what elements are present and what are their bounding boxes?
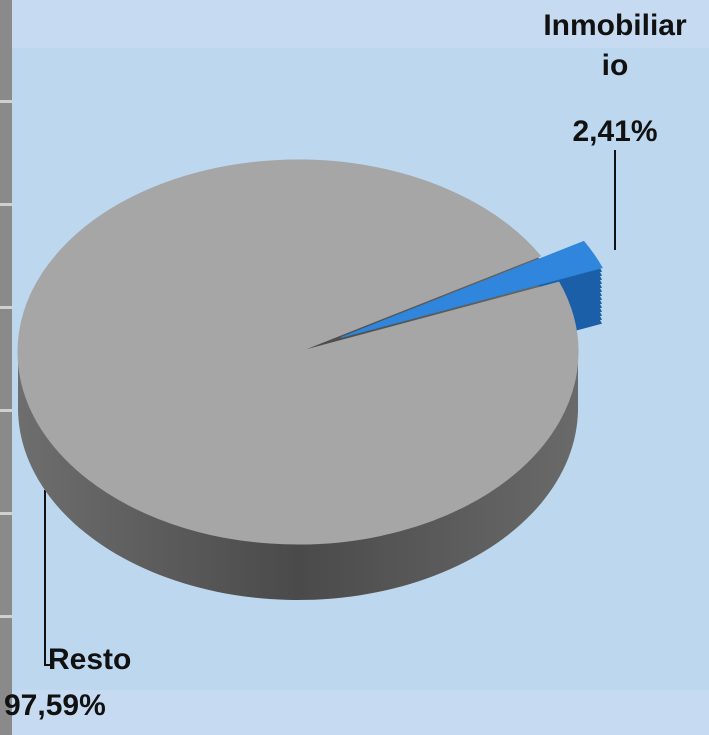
slice-label: Resto bbox=[48, 643, 132, 676]
strip-divider bbox=[0, 203, 12, 206]
slice bbox=[17, 159, 579, 545]
slice-value-label: 2,41% bbox=[572, 115, 658, 148]
slice-value-label: 97,59% bbox=[4, 689, 106, 722]
left-strip bbox=[0, 0, 12, 735]
strip-divider bbox=[0, 306, 12, 309]
strip-divider bbox=[0, 409, 12, 412]
header-band bbox=[0, 0, 709, 48]
strip-divider bbox=[0, 615, 12, 618]
slice bbox=[341, 240, 603, 338]
leader-line bbox=[44, 490, 52, 666]
strip-divider bbox=[0, 100, 12, 103]
strip-divider bbox=[0, 512, 12, 515]
slice-label: Inmobiliario bbox=[543, 9, 687, 82]
footer-band bbox=[0, 690, 709, 735]
left-strip-segments bbox=[0, 100, 12, 618]
